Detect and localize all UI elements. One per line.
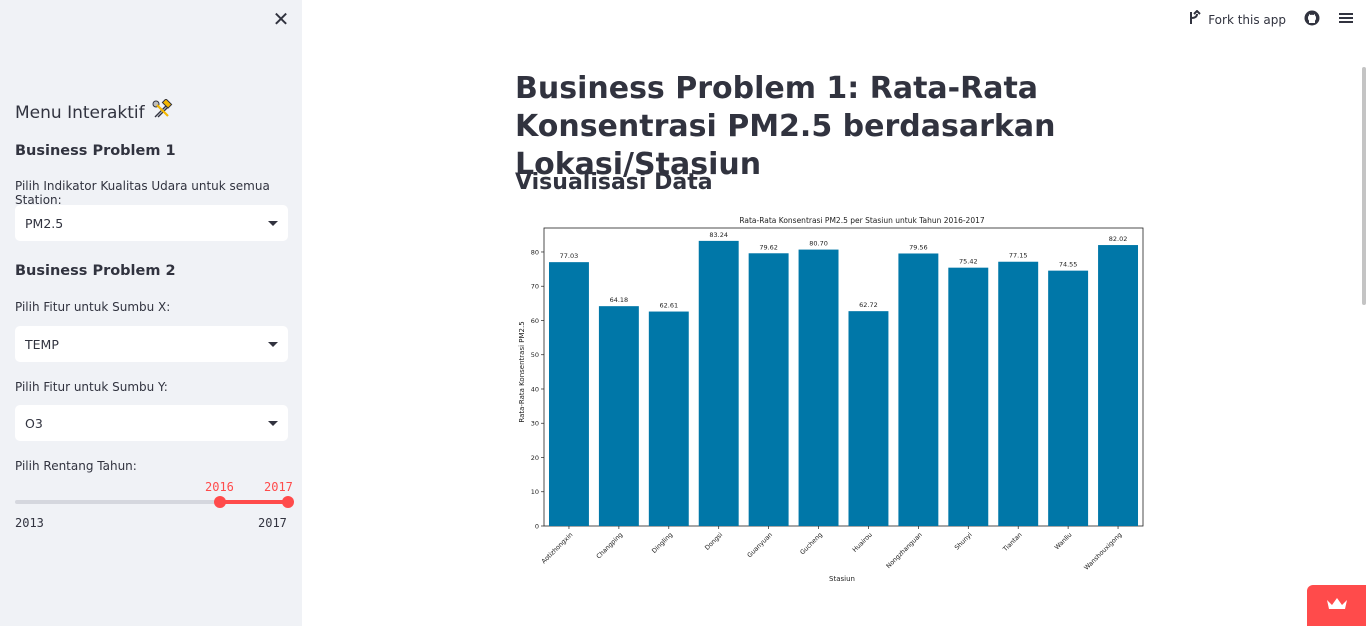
x-tick-label: Guanyuan	[746, 531, 774, 559]
year-slider-end-thumb[interactable]	[282, 496, 294, 508]
x-tick-label: Dongsi	[704, 531, 724, 551]
x-tick-label: Wanliu	[1054, 531, 1074, 551]
bar-value-label: 77.15	[1009, 252, 1028, 260]
x-tick-label: Dingling	[651, 531, 674, 554]
bar	[648, 311, 689, 526]
y-tick-label: 20	[531, 454, 539, 462]
bp1-indicator-label: Pilih Indikator Kualitas Udara untuk sem…	[15, 179, 270, 207]
y-tick-label: 80	[531, 248, 539, 256]
x-axis-label: Pilih Fitur untuk Sumbu X:	[15, 300, 171, 314]
bar	[748, 253, 789, 526]
bar-value-label: 74.55	[1059, 261, 1078, 269]
bar-value-label: 64.18	[610, 296, 629, 304]
bar	[848, 311, 889, 526]
y-tick-label: 50	[531, 351, 539, 359]
bar	[598, 306, 639, 526]
y-tick-label: 60	[531, 317, 539, 325]
bar-value-label: 80.70	[809, 240, 828, 248]
bar-chart: Rata-Rata Konsentrasi PM2.5 per Stasiun …	[513, 210, 1153, 590]
x-tick-label: Tiantan	[1001, 531, 1023, 553]
year-range-label: Pilih Rentang Tahun:	[15, 459, 137, 473]
bar-value-label: 79.56	[909, 243, 928, 251]
bar	[998, 261, 1039, 526]
section-subtitle: Visualisasi Data	[515, 170, 713, 195]
bar	[798, 249, 839, 526]
x-tick-label: Wanshouxigong	[1083, 531, 1123, 571]
year-max-label: 2017	[258, 516, 287, 530]
github-icon[interactable]	[1304, 10, 1320, 29]
bar	[548, 262, 589, 526]
bar	[1048, 270, 1089, 526]
y-axis-label: Pilih Fitur untuk Sumbu Y:	[15, 380, 168, 394]
next-section-heading-partial	[515, 620, 1125, 626]
chart-title: Rata-Rata Konsentrasi PM2.5 per Stasiun …	[739, 216, 985, 225]
bar-value-label: 77.03	[560, 252, 579, 260]
year-start-value: 2016	[205, 480, 234, 494]
sidebar-title: Menu Interaktif	[15, 98, 173, 126]
hamburger-menu-icon[interactable]	[1338, 11, 1354, 28]
chart-x-axis-label: Stasiun	[829, 575, 855, 583]
year-slider-start-thumb[interactable]	[214, 496, 226, 508]
chevron-down-icon	[268, 341, 278, 347]
x-tick-label: Shunyi	[954, 531, 974, 551]
hammer-wrench-icon	[151, 98, 173, 126]
sidebar: ✕ Menu Interaktif Business Problem 1 Pil…	[0, 0, 302, 626]
year-end-value: 2017	[264, 480, 293, 494]
bar-value-label: 62.61	[659, 302, 678, 310]
top-toolbar: Fork this app	[1187, 9, 1354, 29]
x-tick-label: Changping	[595, 531, 624, 560]
year-slider-track[interactable]	[15, 500, 288, 504]
crown-icon	[1325, 596, 1349, 616]
y-tick-label: 10	[531, 488, 539, 496]
y-axis-select[interactable]: O3	[15, 405, 288, 441]
bp1-heading: Business Problem 1	[15, 143, 176, 159]
x-tick-label: Huairou	[851, 531, 873, 553]
bar	[898, 253, 939, 526]
chevron-down-icon	[268, 420, 278, 426]
y-tick-label: 70	[531, 283, 539, 291]
bar	[1098, 245, 1139, 526]
y-tick-label: 40	[531, 385, 539, 393]
bar-value-label: 82.02	[1109, 235, 1128, 243]
bar	[948, 267, 989, 526]
chevron-down-icon	[268, 220, 278, 226]
bar-value-label: 75.42	[959, 258, 978, 266]
x-axis-select[interactable]: TEMP	[15, 326, 288, 362]
fork-icon	[1187, 9, 1201, 29]
bp2-heading: Business Problem 2	[15, 263, 176, 279]
close-sidebar-icon[interactable]: ✕	[272, 7, 290, 31]
chart-y-axis-label: Rata-Rata Konsentrasi PM2.5	[518, 321, 526, 422]
fork-button[interactable]: Fork this app	[1187, 9, 1286, 29]
year-min-label: 2013	[15, 516, 44, 530]
x-tick-label: Aotizhongxin	[541, 531, 575, 565]
bar-chart-svg: Rata-Rata Konsentrasi PM2.5 per Stasiun …	[518, 216, 1144, 583]
y-tick-label: 30	[531, 420, 539, 428]
y-tick-label: 0	[535, 523, 539, 531]
streamlit-crown-button[interactable]	[1307, 585, 1366, 626]
bar	[698, 240, 739, 526]
indicator-select[interactable]: PM2.5	[15, 205, 288, 241]
x-tick-label: Nongzhanguan	[885, 531, 924, 570]
chart-plot-frame	[543, 227, 1144, 527]
page-title: Business Problem 1: Rata-Rata Konsentras…	[515, 71, 1056, 182]
bar-value-label: 62.72	[859, 301, 878, 309]
bar-value-label: 83.24	[709, 231, 728, 239]
bar-value-label: 79.62	[759, 243, 778, 251]
year-slider-range	[220, 500, 288, 504]
page-scrollbar[interactable]	[1362, 67, 1366, 305]
x-tick-label: Gucheng	[799, 531, 824, 556]
